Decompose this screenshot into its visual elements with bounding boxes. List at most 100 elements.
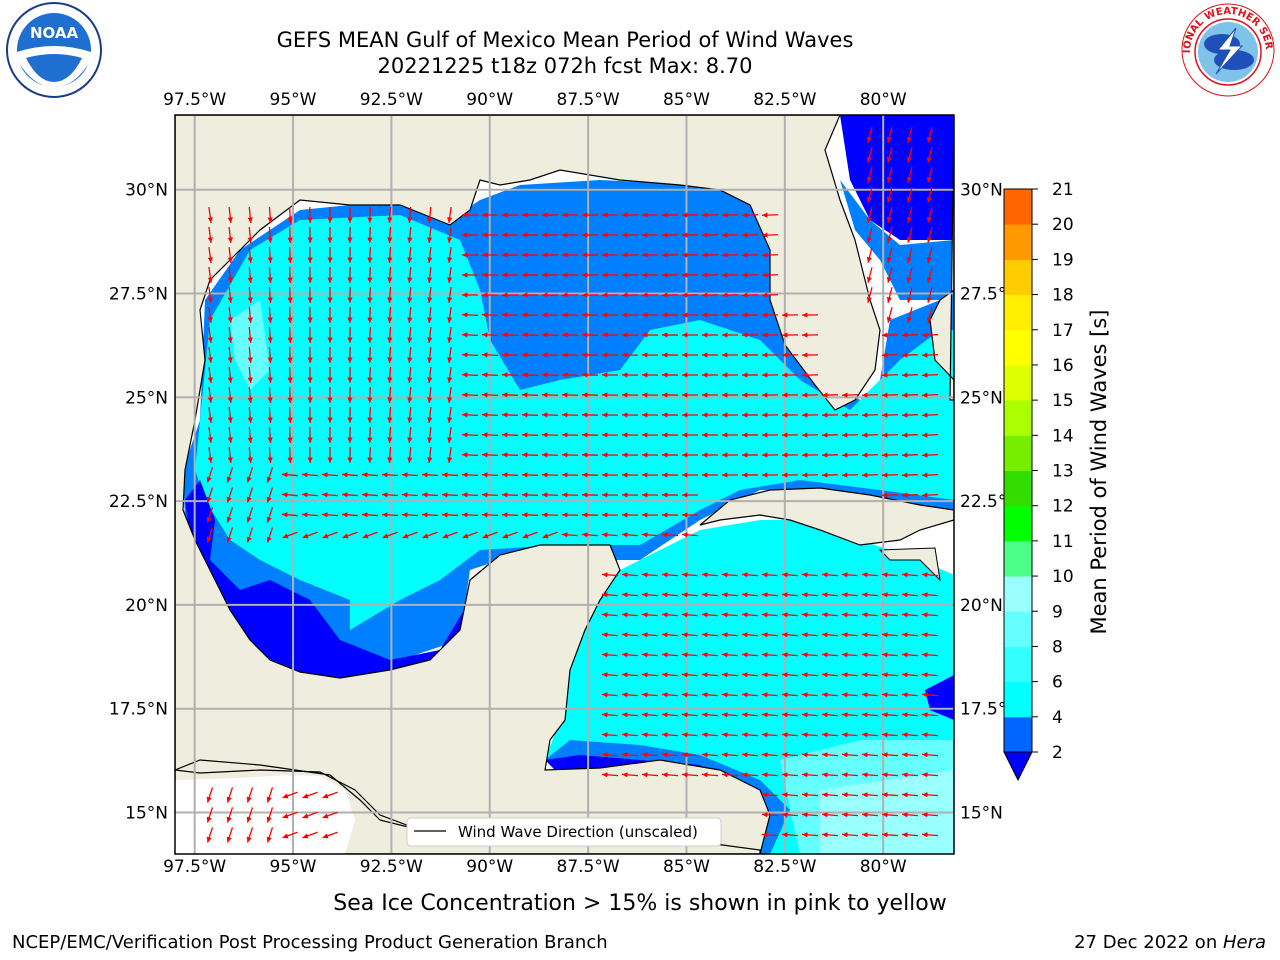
wave-direction-arrowhead — [267, 297, 273, 303]
wave-direction-arrowhead — [622, 492, 628, 498]
gulf-wave-field-under-2s — [185, 480, 470, 690]
wave-direction-arrowhead — [762, 792, 768, 798]
wave-direction-arrowhead — [882, 632, 888, 638]
wave-direction-arrowhead — [307, 397, 313, 403]
wave-direction-arrowhead — [922, 612, 928, 618]
wave-direction-arrowhead — [722, 232, 728, 238]
land-cuba — [699, 487, 954, 546]
wave-direction-arrowhead — [742, 632, 748, 638]
wave-direction-arrowhead — [266, 816, 272, 823]
wave-direction-arrowhead — [602, 212, 608, 218]
wave-direction-arrowhead — [482, 452, 488, 458]
wave-direction-arrowhead — [447, 237, 453, 243]
wave-direction-arrowhead — [382, 533, 389, 539]
wave-direction-arrowhead — [642, 592, 648, 598]
wave-direction-arrowhead — [642, 532, 648, 538]
wave-direction-arrowhead — [866, 156, 872, 163]
wave-direction-arrowhead — [522, 533, 529, 539]
wave-direction-arrowhead — [882, 372, 888, 378]
wave-direction-arrowhead — [822, 632, 828, 638]
wave-direction-arrowhead — [442, 492, 448, 498]
wave-direction-arrowhead — [842, 412, 848, 418]
wave-direction-arrowhead — [922, 712, 928, 718]
wave-direction-arrowhead — [822, 592, 828, 598]
wave-direction-arrowhead — [287, 237, 293, 243]
wave-direction-arrowhead — [602, 572, 608, 578]
wave-direction-arrowhead — [662, 752, 668, 758]
colorbar-tick-label: 15 — [1052, 391, 1074, 411]
wave-direction-arrowhead — [886, 216, 892, 223]
wave-direction-arrowhead — [662, 492, 668, 498]
wave-direction-arrowhead — [622, 732, 628, 738]
wave-direction-arrowhead — [722, 292, 728, 298]
wave-direction-arrowhead — [702, 692, 708, 698]
wave-direction-arrowhead — [742, 232, 748, 238]
wave-direction-arrowhead — [802, 392, 808, 398]
wave-direction-arrowhead — [762, 592, 768, 598]
wave-direction-arrowhead — [482, 412, 488, 418]
wave-direction-arrowhead — [762, 332, 768, 338]
wave-direction-arrowhead — [302, 492, 308, 498]
wave-direction-arrowhead — [922, 352, 928, 358]
wave-direction-arrowhead — [866, 256, 872, 263]
wave-direction-arrowhead — [722, 592, 728, 598]
wave-direction-arrowhead — [682, 772, 688, 778]
wave-direction-arrowhead — [742, 392, 748, 398]
wave-direction-arrowhead — [302, 793, 309, 799]
wave-direction-arrowhead — [247, 337, 253, 343]
wave-direction-arrowhead — [246, 496, 252, 503]
lon-tick-label-bottom: 95°W — [270, 857, 317, 877]
wave-direction-arrowhead — [447, 397, 453, 403]
wave-direction-arrowhead — [622, 352, 628, 358]
wave-direction-arrowhead — [347, 437, 353, 443]
wave-direction-arrowhead — [382, 472, 388, 478]
wave-direction-arrowhead — [622, 452, 628, 458]
chart-title: GEFS MEAN Gulf of Mexico Mean Period of … — [276, 28, 854, 52]
wave-direction-arrowhead — [922, 412, 928, 418]
footer-credit: NCEP/EMC/Verification Post Processing Pr… — [12, 932, 608, 953]
wave-direction-arrowhead — [322, 512, 328, 518]
colorbar-tick-label: 8 — [1052, 637, 1063, 657]
wave-direction-arrowhead — [622, 772, 628, 778]
wave-direction-arrowhead — [302, 533, 309, 539]
colorbar-tick-label: 6 — [1052, 673, 1063, 693]
wave-direction-arrowhead — [562, 392, 568, 398]
wave-direction-arrowhead — [642, 492, 648, 498]
wave-direction-arrowhead — [542, 272, 548, 278]
wave-direction-arrowhead — [327, 397, 333, 403]
wave-direction-arrowhead — [682, 452, 688, 458]
wave-direction-arrowhead — [226, 496, 232, 503]
wave-direction-arrowhead — [582, 512, 588, 518]
wave-direction-arrowhead — [227, 277, 233, 283]
wave-direction-arrowhead — [866, 136, 872, 143]
wave-direction-arrowhead — [427, 397, 433, 403]
colorbar-tick-label: 14 — [1052, 426, 1074, 446]
wave-direction-arrowhead — [866, 276, 872, 283]
wave-direction-arrowhead — [462, 212, 468, 218]
wave-direction-arrowhead — [447, 257, 453, 263]
wave-direction-arrowhead — [522, 292, 528, 298]
wave-direction-arrowhead — [307, 257, 313, 263]
wave-direction-arrowhead — [562, 292, 568, 298]
wave-direction-arrowhead — [562, 532, 568, 538]
wave-direction-arrowhead — [427, 437, 433, 443]
wave-direction-arrowhead — [782, 412, 788, 418]
lat-tick-label-right: 25°N — [960, 388, 1003, 408]
wave-direction-arrowhead — [542, 352, 548, 358]
wave-direction-arrowhead — [622, 532, 628, 538]
colorbar-tick-label: 9 — [1052, 602, 1063, 622]
wave-direction-arrowhead — [327, 237, 333, 243]
wave-direction-arrowhead — [702, 612, 708, 618]
wave-direction-arrowhead — [822, 832, 828, 838]
wave-direction-arrowhead — [722, 572, 728, 578]
wave-direction-arrowhead — [287, 397, 293, 403]
wave-direction-arrowhead — [902, 452, 908, 458]
wave-direction-arrowhead — [502, 492, 508, 498]
wave-direction-arrowhead — [266, 836, 272, 843]
wave-direction-arrowhead — [802, 452, 808, 458]
wave-direction-arrowhead — [266, 536, 272, 543]
wave-direction-arrowhead — [702, 472, 708, 478]
wave-direction-arrowhead — [742, 572, 748, 578]
wave-direction-arrowhead — [662, 712, 668, 718]
wave-direction-arrowhead — [622, 512, 628, 518]
